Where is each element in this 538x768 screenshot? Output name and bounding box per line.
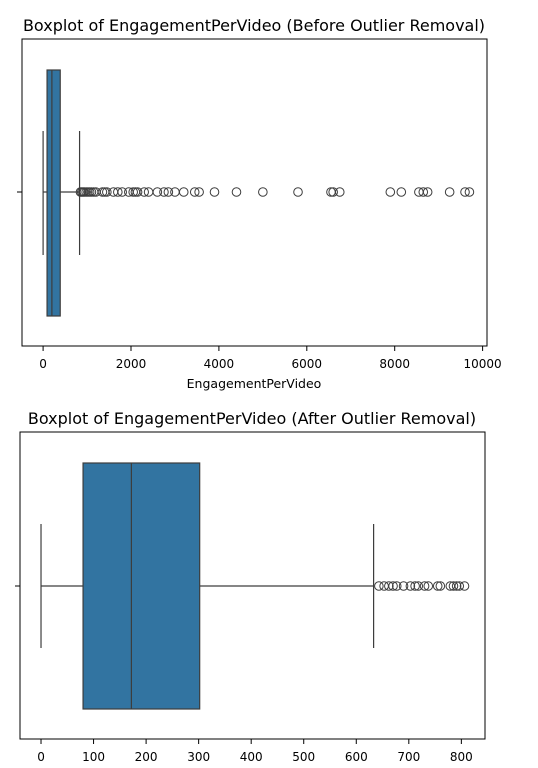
x-tick-label: 6000 (292, 357, 323, 371)
outlier-point (385, 187, 396, 197)
x-tick-label: 8000 (379, 357, 410, 371)
outlier-point (189, 187, 200, 197)
outlier-point (405, 581, 416, 591)
outlier-point (388, 581, 398, 591)
x-axis-label: EngagementPerVideo (187, 376, 322, 391)
outlier-point (97, 187, 108, 197)
outlier-point (448, 581, 459, 591)
outlier-point (163, 187, 174, 197)
x-tick-label: 500 (292, 750, 315, 764)
outlier-point (209, 187, 220, 197)
outlier-point (451, 581, 462, 591)
outlier-point (418, 187, 429, 197)
outlier-point (328, 187, 338, 197)
chart-title: Boxplot of EngagementPerVideo (After Out… (28, 409, 476, 428)
outlier-point (178, 187, 189, 197)
outlier-point (419, 581, 430, 591)
outlier-point (444, 187, 455, 197)
chart-title: Boxplot of EngagementPerVideo (Before Ou… (23, 16, 485, 35)
outlier-point (423, 581, 434, 591)
outlier-point (130, 187, 141, 197)
outlier-points (374, 581, 470, 591)
outlier-point (159, 187, 169, 197)
outlier-point (398, 581, 409, 591)
chart-before-outlier-removal: Boxplot of EngagementPerVideo (Before Ou… (17, 16, 502, 391)
outlier-point (99, 187, 110, 197)
outlier-point (432, 581, 443, 591)
outlier-point (128, 187, 138, 197)
x-tick-label: 0 (37, 750, 45, 764)
x-tick-label: 200 (135, 750, 158, 764)
iqr-box (46, 69, 61, 317)
outlier-point (413, 581, 424, 591)
outlier-point (422, 187, 433, 197)
outlier-point (459, 581, 470, 591)
x-tick-label: 100 (82, 750, 105, 764)
x-tick-label: 800 (450, 750, 473, 764)
boxplot (40, 462, 375, 710)
outlier-point (113, 187, 123, 197)
x-tick-label: 300 (187, 750, 210, 764)
outlier-point (384, 581, 394, 591)
outlier-point (334, 187, 345, 197)
outlier-point (231, 187, 242, 197)
outlier-point (374, 581, 384, 591)
outlier-point (454, 581, 465, 591)
outlier-point (391, 581, 402, 591)
x-tick-label: 0 (39, 357, 47, 371)
outlier-point (410, 581, 420, 591)
x-tick-label: 4000 (204, 357, 235, 371)
outlier-points (75, 187, 475, 197)
outlier-point (139, 187, 149, 197)
outlier-point (326, 187, 336, 197)
x-tick-label: 700 (397, 750, 420, 764)
outlier-point (435, 581, 446, 591)
x-tick-label: 600 (345, 750, 368, 764)
outlier-point (132, 187, 143, 197)
x-tick-label: 10000 (464, 357, 502, 371)
outlier-point (258, 187, 268, 197)
outlier-point (293, 187, 303, 197)
outlier-point (170, 187, 180, 197)
x-axis: 0 100 200 300 400 500 600 700 800 (37, 739, 473, 764)
x-tick-label: 2000 (116, 357, 147, 371)
outlier-point (117, 187, 128, 197)
iqr-box (82, 462, 201, 710)
outlier-point (464, 187, 475, 197)
outlier-point (102, 187, 112, 197)
outlier-point (396, 187, 407, 197)
chart-after-outlier-removal: Boxplot of EngagementPerVideo (After Out… (15, 409, 486, 764)
outlier-point (460, 187, 470, 197)
outlier-point (86, 187, 97, 197)
outlier-point (194, 187, 204, 197)
x-axis: 0 2000 4000 6000 8000 10000 (39, 346, 502, 371)
outlier-point (152, 187, 163, 197)
x-tick-label: 400 (240, 750, 263, 764)
boxplot (42, 69, 81, 317)
